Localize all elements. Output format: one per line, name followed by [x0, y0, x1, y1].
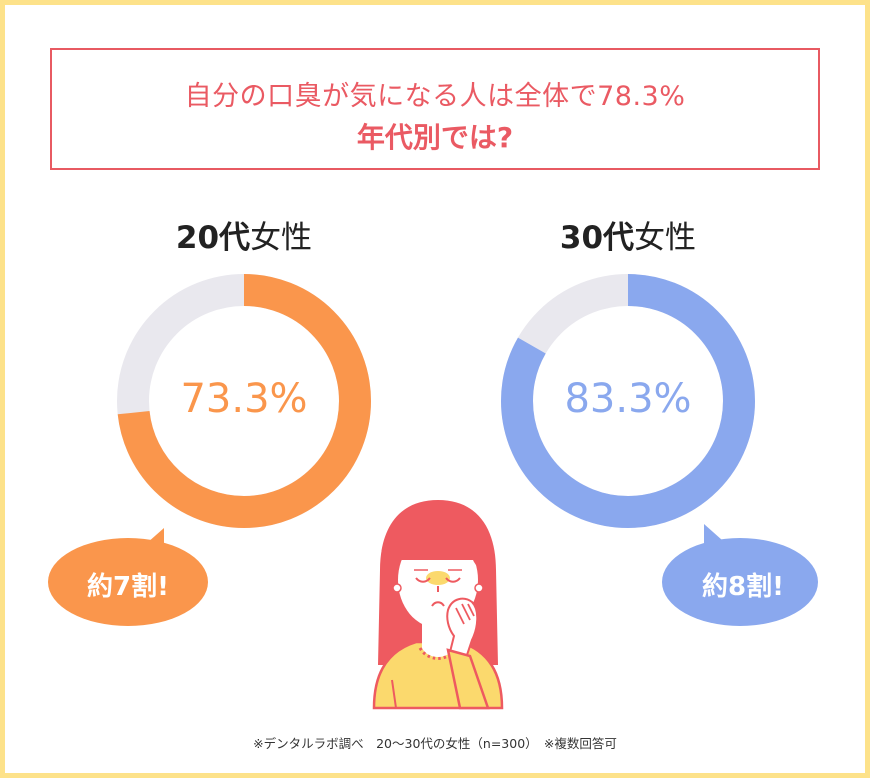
woman-worried-icon: [372, 500, 504, 710]
source-footnote: ※デンタルラボ調べ 20〜30代の女性（n=300） ※複数回答可: [253, 736, 617, 751]
speech-bubble-shape-20s: [48, 528, 208, 626]
woman-illustration: [368, 490, 508, 710]
bubble-label-20s: 約7割!: [87, 572, 169, 602]
group-gender-30s: 女性: [634, 220, 697, 256]
group-age-20s: 20代: [175, 220, 251, 256]
group-age-30s: 30代: [559, 220, 635, 256]
group-title-20s: 20代女性: [114, 212, 374, 257]
donut-value-20s: 73.3%: [180, 376, 308, 422]
donut-value-30s: 83.3%: [564, 376, 692, 422]
speech-bubble-30s: 約8割!: [660, 520, 830, 630]
headline-question: 年代別では?: [356, 121, 514, 154]
speech-bubble-shape-30s: [662, 524, 818, 626]
donut-ring-20s: [117, 274, 371, 528]
bubble-label-30s: 約8割!: [702, 572, 784, 602]
donut-chart-20s: 73.3%: [116, 273, 372, 529]
group-gender-20s: 女性: [250, 220, 313, 256]
speech-bubble-20s: 約7割!: [46, 522, 216, 632]
headline-overall: 自分の口臭が気になる人は全体で78.3%: [184, 81, 686, 112]
donut-chart-30s: 83.3%: [500, 273, 756, 529]
donut-ring-30s: [501, 274, 755, 528]
group-title-30s: 30代女性: [498, 212, 758, 257]
headline-box: 自分の口臭が気になる人は全体で78.3% 年代別では?: [50, 48, 820, 170]
